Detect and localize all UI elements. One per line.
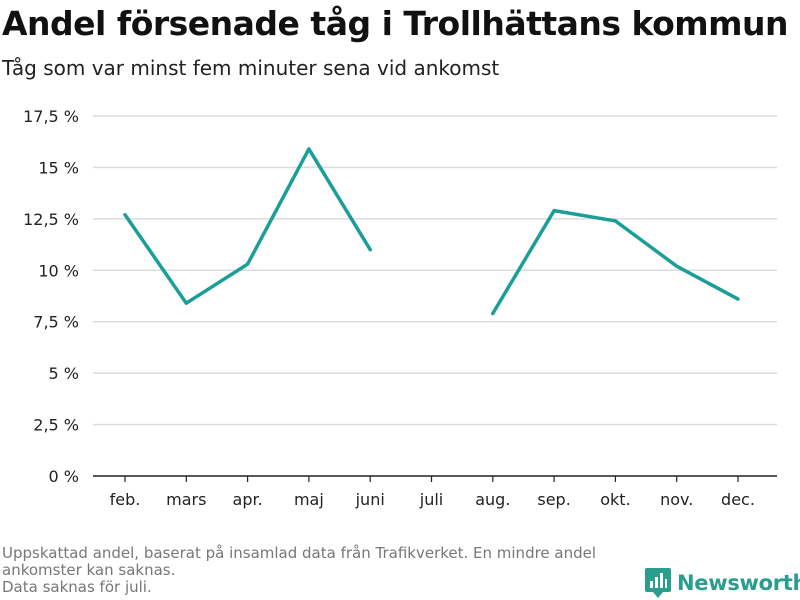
x-tick-label: apr. <box>233 490 263 509</box>
series-line-segment <box>123 147 372 305</box>
x-tick-label: juni <box>355 490 385 509</box>
series-line-segment <box>491 208 740 316</box>
y-tick-label: 2,5 % <box>33 416 79 435</box>
footnote-line-2: Data saknas för juli. <box>2 578 152 596</box>
y-tick-label: 7,5 % <box>33 313 79 332</box>
y-tick-label: 10 % <box>38 261 79 280</box>
footnote: Uppskattad andel, baserat på insamlad da… <box>2 545 632 596</box>
y-tick-label: 0 % <box>49 467 79 486</box>
x-tick-label: maj <box>294 490 324 509</box>
brand-logo: Newsworthy <box>645 568 800 598</box>
y-tick-label: 12,5 % <box>23 210 79 229</box>
y-tick-label: 5 % <box>49 364 79 383</box>
x-tick-label: sep. <box>537 490 570 509</box>
x-tick-label: nov. <box>660 490 693 509</box>
x-tick-label: mars <box>166 490 206 509</box>
x-tick-label: feb. <box>110 490 141 509</box>
brand-name: Newsworthy <box>677 571 800 595</box>
y-tick-label: 17,5 % <box>23 107 79 126</box>
newsworthy-logo-icon <box>645 568 671 598</box>
x-tick-label: okt. <box>600 490 630 509</box>
x-tick-label: juli <box>419 490 443 509</box>
x-tick-label: aug. <box>475 490 510 509</box>
chart-subtitle: Tåg som var minst fem minuter sena vid a… <box>2 56 500 80</box>
chart-title: Andel försenade tåg i Trollhättans kommu… <box>2 4 789 43</box>
footnote-line-1: Uppskattad andel, baserat på insamlad da… <box>2 544 597 579</box>
line-chart: 0 % 2,5 % 5 % 7,5 % 10 % 12,5 % 15 % 17,5 % feb.… <box>23 107 777 509</box>
x-tick-label: dec. <box>721 490 755 509</box>
y-tick-label: 15 % <box>38 158 79 177</box>
